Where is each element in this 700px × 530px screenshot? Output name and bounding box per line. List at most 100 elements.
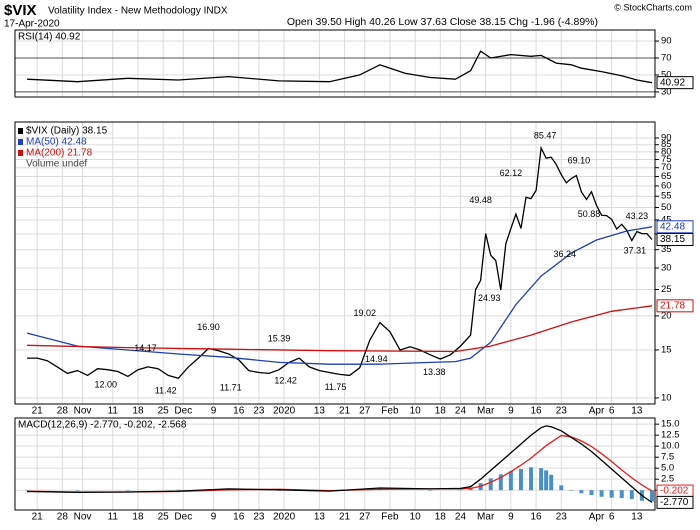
- x-tick-label: 6: [609, 512, 615, 523]
- quote: Open 39.50 High 40.26 Low 37.63 Close 38…: [287, 16, 598, 28]
- y-tick-label: 65: [661, 171, 672, 182]
- x-tick-label: Feb: [381, 512, 399, 523]
- x-tick-label: 11: [108, 512, 119, 523]
- symbol: $VIX: [4, 2, 37, 19]
- x-tick-label: Mar: [477, 512, 495, 523]
- x-tick-label: 18: [132, 406, 144, 417]
- x-tick-label: 16: [233, 406, 245, 417]
- y-tick-label: 30: [661, 86, 672, 97]
- price-annotation: 14.94: [365, 354, 388, 364]
- price-annotation: 24.93: [478, 293, 501, 303]
- price-annotation: 43.23: [626, 211, 649, 221]
- y-tick-label: 10: [661, 392, 672, 403]
- x-tick-label: 21: [32, 512, 44, 523]
- x-tick-label: 9: [508, 406, 514, 417]
- end-tag: [656, 233, 694, 247]
- y-tick-label: 35: [661, 244, 672, 255]
- price-annotation: 19.02: [353, 308, 376, 318]
- price-annotation: 11.75: [325, 382, 347, 392]
- histogram-bar: [589, 490, 594, 496]
- security-name: Volatility Index - New Methodology INDX: [48, 6, 228, 17]
- y-tick-label: 70: [661, 53, 672, 64]
- x-tick-label: 9: [508, 512, 514, 523]
- x-tick-label: 18: [132, 512, 144, 523]
- series-line: [26, 226, 653, 365]
- legend-entry: MA(200) 21.78: [26, 148, 93, 159]
- histogram-bar: [518, 469, 523, 491]
- price-annotation: 62.12: [500, 168, 523, 178]
- price-annotation: 85.47: [534, 130, 557, 140]
- end-tag-label: 40.92: [660, 77, 685, 88]
- panel-border: [14, 29, 656, 98]
- histogram-bar: [569, 490, 574, 491]
- end-tag-label: 21.78: [660, 300, 685, 311]
- x-tick-label: 24: [455, 512, 467, 523]
- y-tick-label: 60: [661, 180, 672, 191]
- x-tick-label: 2020: [273, 406, 296, 417]
- y-tick-label: 45: [661, 214, 672, 225]
- x-tick-label: Mar: [477, 406, 495, 417]
- x-tick-label: Apr: [589, 406, 605, 417]
- y-tick-label: 12.5: [661, 430, 680, 441]
- x-tick-label: 23: [556, 512, 568, 523]
- panel-title: MACD(12,26,9) -2.770, -0.202, -2.568: [18, 420, 187, 431]
- x-tick-label: 9: [211, 406, 217, 417]
- x-tick-label: 28: [57, 512, 69, 523]
- x-tick-label: Nov: [74, 406, 92, 417]
- price-annotation: 49.48: [469, 195, 492, 205]
- x-tick-label: 16: [531, 406, 543, 417]
- x-tick-label: 13: [314, 512, 326, 523]
- y-tick-label: 7.5: [661, 452, 674, 463]
- y-tick-label: 20: [661, 310, 672, 321]
- x-tick-label: 11: [108, 406, 119, 417]
- histogram-bar: [619, 490, 624, 499]
- x-tick-label: 21: [339, 406, 351, 417]
- histogram-bar: [629, 490, 634, 499]
- series-line: [27, 145, 653, 380]
- end-tag: [656, 299, 694, 313]
- price-annotation: 13.38: [423, 367, 446, 377]
- price-annotation: 36.24: [554, 249, 577, 259]
- y-tick-label: 50: [661, 69, 672, 80]
- histogram-bar: [549, 474, 554, 491]
- x-tick-label: Dec: [174, 406, 192, 417]
- y-tick-label: 55: [661, 191, 672, 202]
- histogram-bar: [428, 490, 433, 491]
- y-tick-label: 30: [661, 262, 672, 273]
- x-tick-label: 21: [339, 512, 351, 523]
- histogram-bar: [488, 478, 493, 491]
- histogram-bar: [75, 490, 80, 491]
- y-tick-label: 75: [661, 154, 672, 165]
- histogram-bar: [609, 490, 614, 498]
- x-tick-label: 13: [631, 406, 643, 417]
- price-annotation: 69.10: [568, 156, 591, 166]
- x-tick-label: 13: [631, 512, 643, 523]
- y-tick-label: 15: [661, 344, 672, 355]
- end-tag: [656, 220, 694, 234]
- histogram-bar: [649, 490, 654, 502]
- histogram-bar: [458, 489, 463, 491]
- legend-swatch: [18, 139, 23, 145]
- end-tag-label: -0.202: [660, 486, 689, 497]
- price-annotation: 16.90: [197, 322, 220, 332]
- x-tick-label: 10: [410, 406, 422, 417]
- panel-background: [15, 122, 655, 404]
- date: 17-Apr-2020: [4, 19, 60, 30]
- x-tick-label: 13: [314, 406, 326, 417]
- price-annotation: 11.42: [155, 386, 177, 396]
- price-annotation: 50.88: [578, 209, 601, 219]
- histogram-bar: [25, 490, 30, 491]
- legend-entry: $VIX (Daily) 38.15: [26, 126, 108, 137]
- y-tick-label: 25: [661, 284, 672, 295]
- x-tick-label: 25: [158, 406, 170, 417]
- y-tick-label: 85: [661, 139, 672, 150]
- x-tick-label: 25: [158, 512, 170, 523]
- x-tick-label: 27: [359, 406, 371, 417]
- histogram-bar: [599, 490, 604, 497]
- histogram-bar: [508, 471, 513, 491]
- x-tick-label: Feb: [381, 406, 399, 417]
- legend-entry: MA(50) 42.48: [26, 137, 87, 148]
- series-line: [27, 305, 653, 353]
- x-tick-label: Apr: [589, 512, 605, 523]
